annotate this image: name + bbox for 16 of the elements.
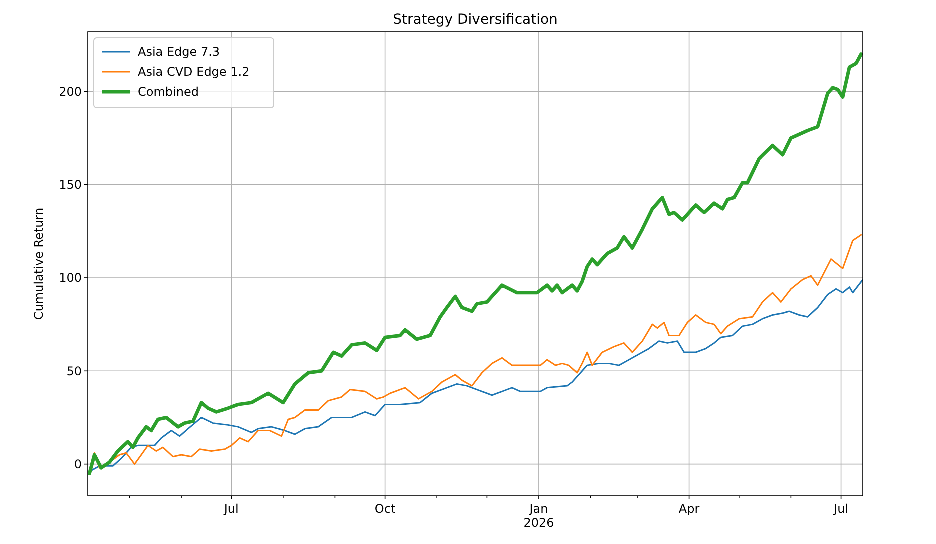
chart-title: Strategy Diversification: [393, 12, 558, 28]
x-tick-label: Jan 2026: [524, 502, 554, 530]
line-series: [94, 234, 862, 469]
y-axis-title: Cumulative Return: [32, 208, 46, 320]
y-tick-label: 50: [66, 364, 82, 378]
legend-label: Asia Edge 7.3: [138, 45, 220, 60]
x-tick-label: Apr: [678, 502, 700, 516]
y-tick-label: 150: [59, 178, 82, 192]
legend-label: Asia CVD Edge 1.2: [138, 65, 250, 80]
legend-label: Combined: [138, 85, 199, 100]
y-tick-label: 200: [59, 84, 82, 99]
x-tick-label: Jul: [833, 502, 849, 516]
y-tick-label: 0: [74, 458, 82, 472]
x-tick-label: Oct: [374, 502, 396, 516]
x-tick-label: Jul: [223, 502, 239, 516]
y-tick-label: 100: [59, 271, 82, 286]
